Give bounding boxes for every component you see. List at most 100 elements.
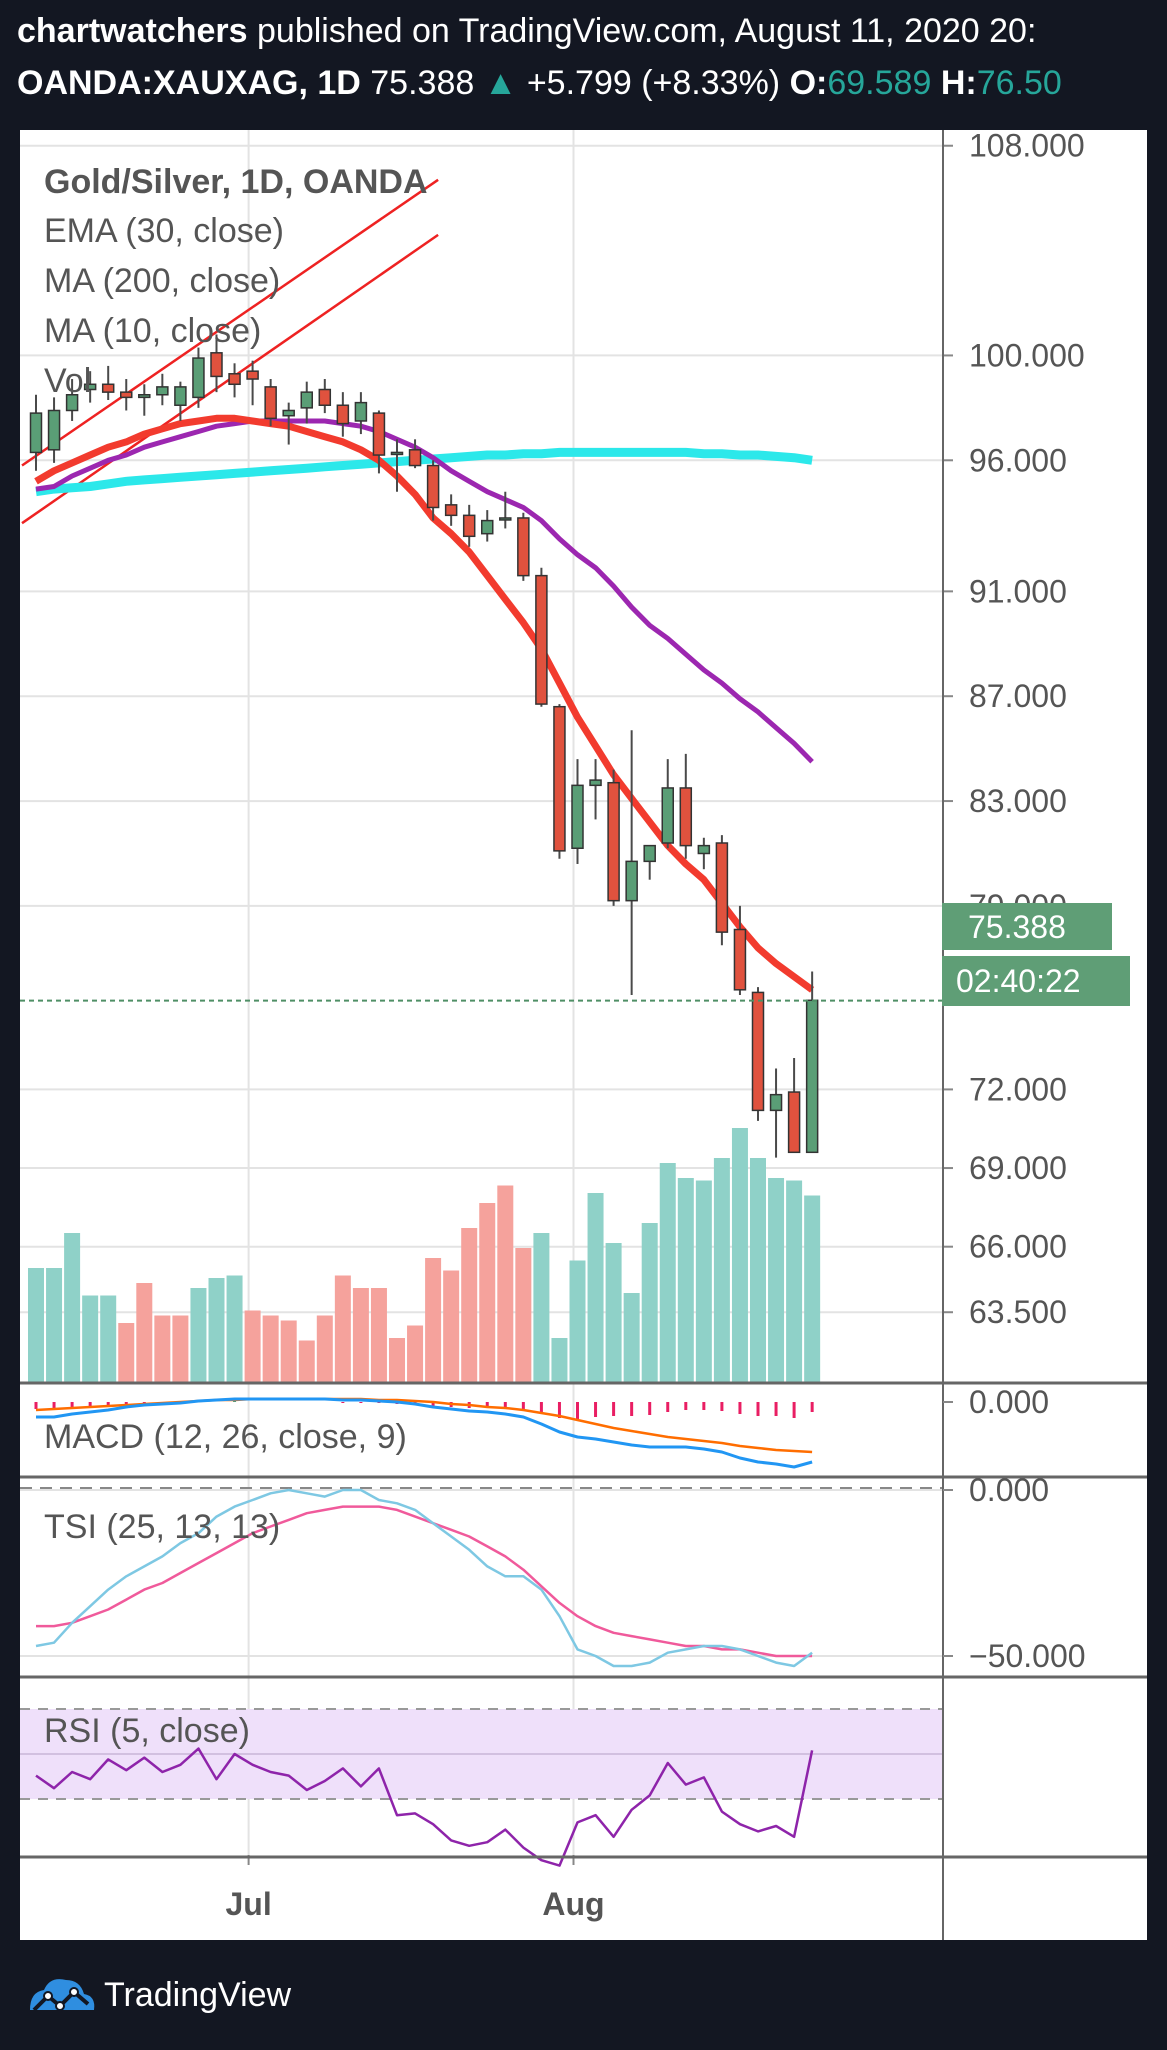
volume-bar	[443, 1270, 460, 1383]
y-tick-label: 66.000	[969, 1229, 1067, 1265]
volume-bar	[641, 1223, 658, 1383]
volume-bar	[46, 1268, 63, 1383]
countdown-badge: 02:40:22	[942, 956, 1130, 1006]
candle-down	[444, 504, 458, 517]
volume-bar	[768, 1178, 785, 1383]
volume-bar	[190, 1288, 207, 1383]
candle-down	[517, 517, 530, 577]
candle-up	[805, 999, 819, 1154]
volume-bar	[389, 1338, 405, 1383]
candle-up	[47, 409, 61, 451]
y-tick-label: 108.000	[969, 128, 1085, 164]
volume-bar	[262, 1315, 279, 1383]
candle-down	[462, 514, 476, 538]
volume-bar	[786, 1180, 803, 1383]
volume-bar	[118, 1323, 135, 1383]
legend-ma200: MA (200, close)	[44, 262, 280, 300]
symbol-header: OANDA:XAUXAG, 1D 75.388 ▲ +5.799 (+8.33%…	[17, 64, 1062, 103]
legend-vol: Vol	[44, 362, 91, 400]
volume-bar	[677, 1178, 694, 1383]
ma10-line	[34, 414, 815, 993]
volume-bar	[533, 1233, 550, 1383]
tsi-tick-label: 0.000	[969, 1472, 1049, 1508]
volume-bar	[370, 1288, 387, 1383]
volume-bar	[208, 1278, 225, 1383]
y-tick-label: 96.000	[969, 442, 1067, 478]
candle-down	[120, 391, 133, 399]
ma200-line	[35, 447, 813, 497]
candle-up	[282, 409, 295, 417]
candle-down	[733, 928, 747, 991]
volume-bar	[280, 1320, 297, 1383]
candle-up	[481, 519, 494, 535]
volume-bar	[407, 1325, 424, 1383]
volume-bar	[497, 1185, 514, 1383]
candle-up	[138, 394, 151, 399]
macd-line	[36, 1397, 813, 1469]
candle-down	[679, 787, 693, 847]
high-label: H:	[940, 64, 977, 102]
candle-down	[607, 781, 620, 902]
y-tick-label: 83.000	[969, 783, 1067, 819]
macd-tick-label: 0.000	[969, 1384, 1049, 1420]
candle-up	[300, 391, 313, 409]
volume-bar	[515, 1248, 532, 1383]
candle-up	[589, 779, 602, 787]
open-label: O:	[789, 64, 828, 102]
volume-bar	[334, 1275, 351, 1383]
grid-lines	[20, 130, 943, 1855]
candle-up	[643, 844, 656, 863]
candle-down	[715, 842, 729, 933]
brand-name[interactable]: TradingView	[104, 1975, 292, 2014]
volume-bar	[569, 1260, 586, 1383]
published-text: published on TradingView.com, August 11,…	[257, 12, 1037, 50]
volume-bar	[425, 1258, 442, 1383]
candle-down	[228, 373, 241, 386]
last-price: 75.388	[370, 64, 475, 102]
volume-bars	[28, 1128, 821, 1383]
candle-up	[625, 860, 638, 902]
y-tick-label: 72.000	[969, 1071, 1067, 1107]
legend-title: Gold/Silver, 1D, OANDA	[44, 163, 428, 201]
candle-up	[661, 787, 674, 844]
tsi-pane	[35, 1488, 813, 1668]
volume-bar	[172, 1315, 189, 1383]
author-name[interactable]: chartwatchers	[17, 12, 248, 50]
candle-down	[751, 991, 765, 1112]
legend-rsi: RSI (5, close)	[44, 1712, 250, 1750]
legend-ema: EMA (30, close)	[44, 212, 284, 250]
volume-bar	[64, 1233, 81, 1383]
rsi-pane	[20, 1708, 943, 1867]
volume-bar	[154, 1315, 171, 1383]
volume-bar	[713, 1158, 730, 1383]
tradingview-logo-icon[interactable]	[24, 1974, 96, 2016]
volume-bar	[316, 1315, 333, 1383]
volume-bar	[298, 1340, 315, 1383]
legend-macd: MACD (12, 26, close, 9)	[44, 1418, 407, 1456]
candle-up	[571, 784, 584, 849]
symbol-label: OANDA:XAUXAG, 1D	[17, 64, 361, 102]
volume-bar	[244, 1310, 261, 1383]
candle-up	[192, 357, 205, 399]
y-tick-label: 91.000	[969, 573, 1067, 609]
volume-bar	[100, 1295, 117, 1383]
volume-bar	[695, 1180, 712, 1383]
volume-bar	[804, 1195, 821, 1383]
volume-bar	[659, 1163, 676, 1383]
y-tick-label: 100.000	[969, 337, 1085, 373]
change-text: +5.799 (+8.33%)	[526, 64, 781, 102]
candle-down	[246, 370, 259, 380]
candle-down	[210, 352, 223, 378]
volume-bar	[352, 1288, 369, 1383]
candle-down	[372, 412, 386, 456]
volume-bar	[226, 1275, 243, 1383]
price-badge-text: 75.388	[968, 909, 1066, 945]
candle-down	[426, 464, 440, 509]
chart-background	[20, 130, 1147, 1940]
rsi-line	[35, 1747, 814, 1867]
candle-down	[264, 386, 277, 420]
x-tick-label: Jul	[225, 1886, 271, 1922]
candle-up	[156, 386, 169, 396]
tsi-signal-line	[36, 1505, 813, 1658]
